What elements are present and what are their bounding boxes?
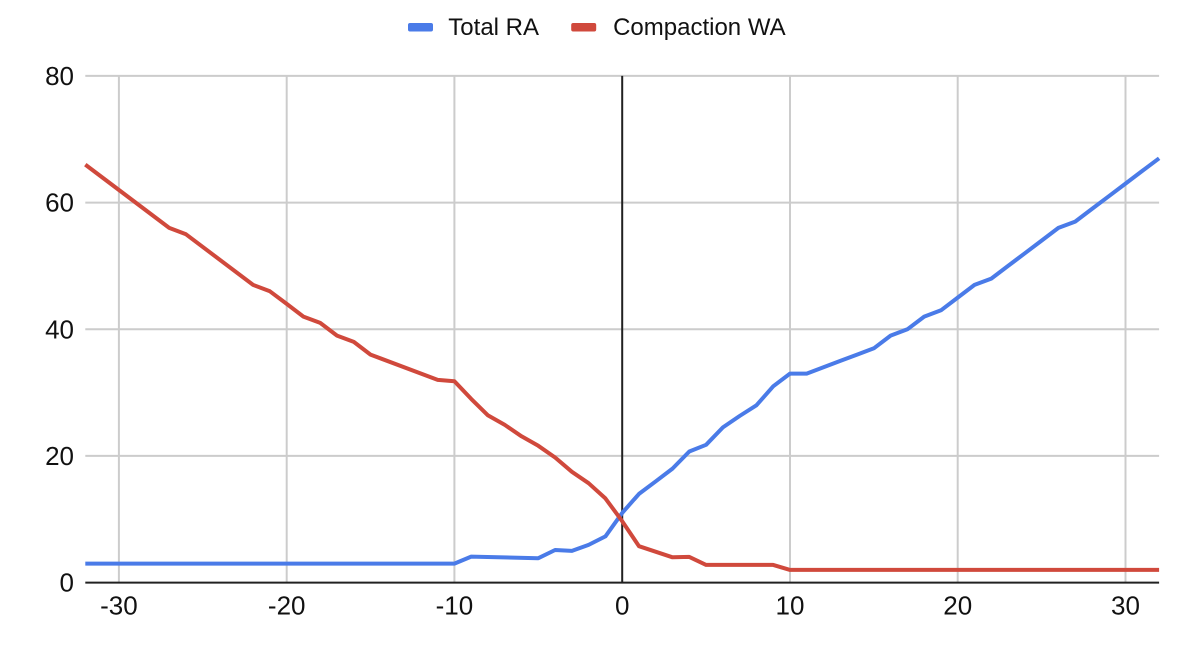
svg-text:-20: -20 [268,590,306,620]
svg-text:-10: -10 [436,590,474,620]
svg-text:20: 20 [45,441,74,471]
svg-text:Total RA: Total RA [448,14,539,41]
svg-text:60: 60 [45,188,74,218]
svg-text:-30: -30 [100,590,138,620]
svg-text:40: 40 [45,314,74,344]
svg-text:30: 30 [1111,590,1140,620]
svg-text:0: 0 [615,590,629,620]
svg-text:0: 0 [60,568,74,598]
svg-text:80: 80 [45,61,74,91]
svg-text:10: 10 [776,590,805,620]
svg-text:20: 20 [943,590,972,620]
svg-text:Compaction WA: Compaction WA [613,14,786,41]
